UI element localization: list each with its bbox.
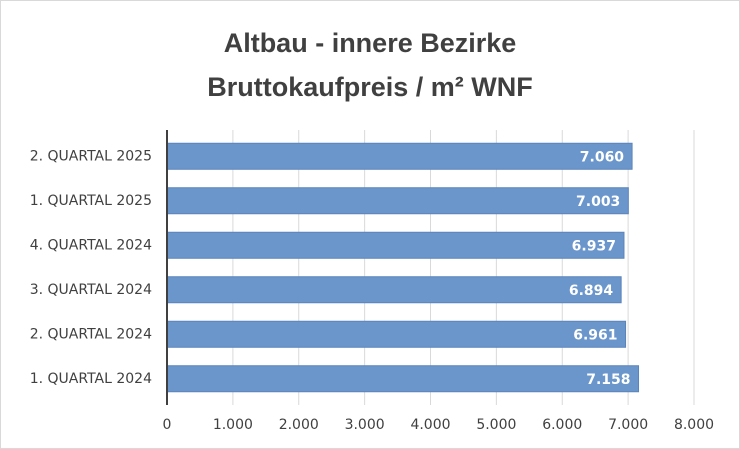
- x-tick-label: 7.000: [608, 417, 648, 433]
- y-tick-label: 1. QUARTAL 2025: [30, 193, 152, 209]
- value-label: 6.894: [569, 283, 614, 299]
- bar: [166, 276, 622, 304]
- y-tick-label: 4. QUARTAL 2024: [30, 237, 152, 253]
- value-label: 6.961: [573, 327, 617, 343]
- x-tick-label: 0: [163, 417, 172, 433]
- bar: [166, 365, 640, 393]
- bar: [166, 231, 625, 259]
- bar: [166, 187, 629, 215]
- x-tick-label: 4.000: [410, 417, 450, 433]
- bar: [166, 142, 633, 170]
- bar: [166, 320, 627, 348]
- x-tick-label: 5.000: [476, 417, 516, 433]
- y-tick-label: 3. QUARTAL 2024: [30, 282, 152, 298]
- y-tick-label: 1. QUARTAL 2024: [30, 371, 152, 387]
- x-tick-label: 6.000: [542, 417, 582, 433]
- y-tick-label: 2. QUARTAL 2024: [30, 326, 152, 342]
- value-label: 7.158: [586, 372, 630, 388]
- value-label: 7.060: [580, 149, 625, 165]
- x-tick-label: 1.000: [213, 417, 253, 433]
- value-label: 7.003: [576, 194, 620, 210]
- x-tick-label: 2.000: [279, 417, 319, 433]
- x-tick-label: 3.000: [345, 417, 385, 433]
- chart-title: Altbau - innere Bezirke: [224, 28, 517, 58]
- value-label: 6.937: [572, 238, 616, 254]
- y-tick-label: 2. QUARTAL 2025: [30, 148, 152, 164]
- x-tick-label: 8.000: [674, 417, 714, 433]
- chart-title: Bruttokaufpreis / m² WNF: [207, 72, 533, 102]
